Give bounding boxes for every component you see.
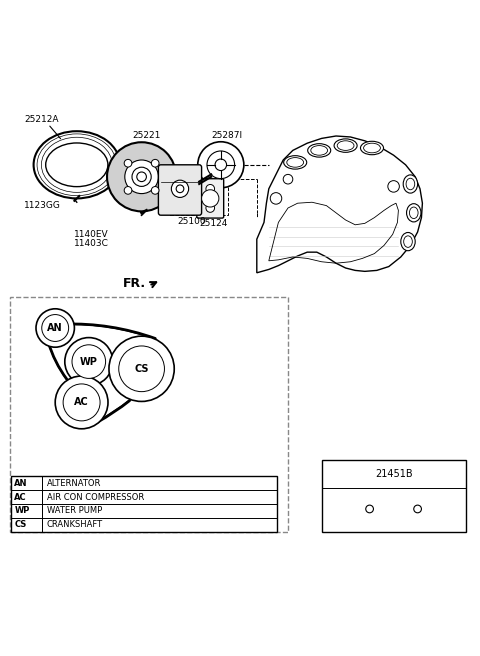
Text: 25124: 25124 bbox=[199, 219, 228, 228]
Circle shape bbox=[65, 338, 113, 386]
Circle shape bbox=[176, 185, 184, 193]
Ellipse shape bbox=[34, 131, 120, 198]
Text: AIR CON COMPRESSOR: AIR CON COMPRESSOR bbox=[47, 493, 144, 502]
Circle shape bbox=[119, 346, 165, 392]
Ellipse shape bbox=[404, 236, 412, 247]
Text: CRANKSHAFT: CRANKSHAFT bbox=[47, 520, 103, 529]
Ellipse shape bbox=[308, 144, 331, 157]
Bar bbox=[11, 476, 277, 531]
Ellipse shape bbox=[406, 178, 415, 190]
FancyBboxPatch shape bbox=[158, 165, 202, 215]
Text: 11403C: 11403C bbox=[74, 239, 109, 249]
Circle shape bbox=[270, 193, 282, 204]
Ellipse shape bbox=[46, 143, 108, 187]
Circle shape bbox=[36, 309, 74, 347]
Circle shape bbox=[125, 160, 158, 194]
Text: 21451B: 21451B bbox=[375, 469, 412, 479]
Circle shape bbox=[388, 180, 399, 192]
Ellipse shape bbox=[403, 175, 418, 193]
Text: AC: AC bbox=[74, 398, 89, 407]
Text: ALTERNATOR: ALTERNATOR bbox=[47, 479, 101, 487]
Circle shape bbox=[42, 315, 69, 341]
Text: WP: WP bbox=[14, 506, 30, 516]
Ellipse shape bbox=[364, 143, 380, 153]
Text: CS: CS bbox=[14, 520, 27, 529]
Circle shape bbox=[124, 159, 132, 167]
Text: WATER PUMP: WATER PUMP bbox=[47, 506, 102, 516]
Text: 1123GG: 1123GG bbox=[24, 201, 61, 210]
Text: AN: AN bbox=[14, 479, 28, 487]
Text: 25212A: 25212A bbox=[24, 115, 59, 124]
Circle shape bbox=[206, 203, 215, 213]
Circle shape bbox=[206, 184, 215, 193]
Text: FR.: FR. bbox=[122, 277, 145, 291]
Ellipse shape bbox=[311, 146, 327, 155]
FancyBboxPatch shape bbox=[197, 178, 224, 218]
Ellipse shape bbox=[337, 141, 354, 150]
Bar bbox=[10, 297, 288, 532]
Circle shape bbox=[63, 384, 100, 421]
Ellipse shape bbox=[407, 203, 421, 222]
Ellipse shape bbox=[401, 232, 415, 251]
Bar bbox=[170, 172, 228, 215]
Circle shape bbox=[55, 376, 108, 429]
Circle shape bbox=[109, 336, 174, 401]
Text: AN: AN bbox=[48, 323, 63, 333]
Circle shape bbox=[414, 505, 421, 513]
Text: 25287I: 25287I bbox=[211, 131, 242, 140]
Circle shape bbox=[171, 180, 189, 197]
Circle shape bbox=[151, 186, 159, 194]
Circle shape bbox=[151, 159, 159, 167]
Ellipse shape bbox=[409, 207, 418, 218]
Circle shape bbox=[137, 172, 146, 182]
Circle shape bbox=[366, 505, 373, 513]
Ellipse shape bbox=[334, 139, 357, 152]
Text: CS: CS bbox=[134, 364, 149, 374]
Ellipse shape bbox=[360, 141, 384, 155]
Ellipse shape bbox=[284, 155, 307, 169]
Bar bbox=[322, 459, 466, 531]
Text: 1140EV: 1140EV bbox=[74, 230, 109, 239]
Circle shape bbox=[198, 142, 244, 188]
Circle shape bbox=[207, 151, 235, 178]
Circle shape bbox=[72, 345, 106, 379]
Circle shape bbox=[202, 190, 219, 207]
Text: AC: AC bbox=[14, 493, 27, 502]
Text: 25100: 25100 bbox=[178, 217, 206, 226]
Text: WP: WP bbox=[80, 357, 98, 367]
Circle shape bbox=[124, 186, 132, 194]
Circle shape bbox=[215, 159, 227, 171]
Polygon shape bbox=[257, 136, 422, 273]
Circle shape bbox=[132, 167, 151, 186]
Ellipse shape bbox=[107, 142, 176, 211]
Text: 25221: 25221 bbox=[132, 131, 160, 140]
Ellipse shape bbox=[287, 157, 303, 167]
Circle shape bbox=[283, 174, 293, 184]
